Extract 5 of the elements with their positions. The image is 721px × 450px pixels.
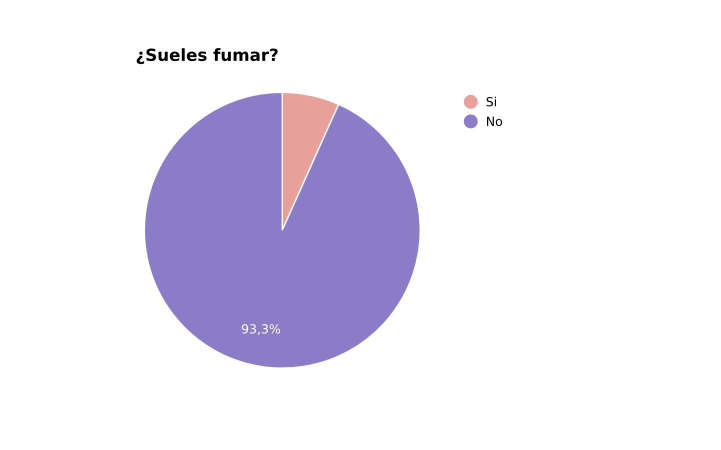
legend-label: Si	[486, 96, 496, 106]
pie-slice	[144, 92, 421, 369]
chart-title: ¿Sueles fumar?	[136, 48, 278, 64]
data-label: 93,3%	[242, 324, 280, 335]
legend-label: No	[486, 116, 502, 126]
